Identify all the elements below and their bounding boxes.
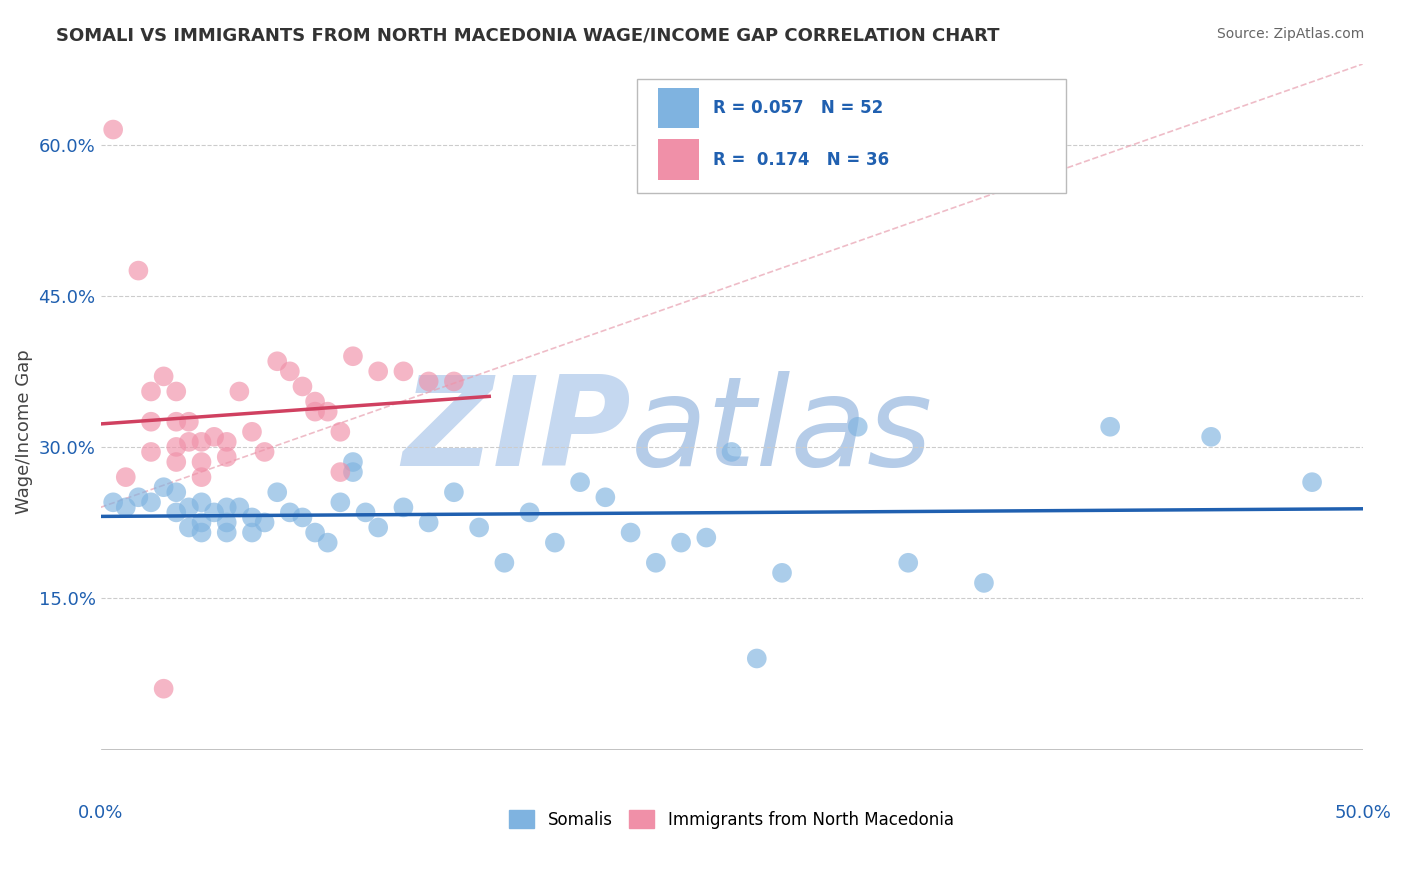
Y-axis label: Wage/Income Gap: Wage/Income Gap: [15, 350, 32, 514]
FancyBboxPatch shape: [637, 78, 1066, 193]
Point: [316, 535, 339, 549]
Point: [329, 465, 352, 479]
Point: [152, 369, 174, 384]
Point: [177, 520, 200, 534]
Point: [139, 445, 162, 459]
Text: R = 0.057   N = 52: R = 0.057 N = 52: [713, 99, 883, 117]
Point: [770, 566, 793, 580]
Point: [278, 505, 301, 519]
Point: [304, 404, 326, 418]
Point: [202, 430, 225, 444]
Point: [202, 505, 225, 519]
Point: [266, 485, 288, 500]
Point: [101, 495, 124, 509]
Text: SOMALI VS IMMIGRANTS FROM NORTH MACEDONIA WAGE/INCOME GAP CORRELATION CHART: SOMALI VS IMMIGRANTS FROM NORTH MACEDONI…: [56, 27, 1000, 45]
Point: [253, 516, 276, 530]
Point: [190, 495, 212, 509]
Point: [114, 470, 136, 484]
Point: [228, 500, 250, 515]
Point: [152, 480, 174, 494]
Point: [669, 535, 692, 549]
Point: [114, 500, 136, 515]
Point: [190, 470, 212, 484]
Point: [342, 455, 364, 469]
Point: [215, 525, 238, 540]
Point: [418, 516, 440, 530]
Point: [228, 384, 250, 399]
Point: [619, 525, 641, 540]
Point: [240, 425, 263, 439]
Point: [177, 500, 200, 515]
Point: [569, 475, 592, 490]
Point: [215, 450, 238, 464]
Point: [152, 681, 174, 696]
Point: [177, 415, 200, 429]
Point: [644, 556, 666, 570]
Point: [443, 375, 465, 389]
Point: [165, 505, 187, 519]
Point: [745, 651, 768, 665]
Point: [165, 485, 187, 500]
Point: [329, 495, 352, 509]
Point: [240, 525, 263, 540]
Point: [190, 516, 212, 530]
Point: [695, 531, 717, 545]
Bar: [658, 88, 699, 128]
Point: [304, 525, 326, 540]
Point: [127, 263, 149, 277]
Point: [367, 520, 389, 534]
Point: [266, 354, 288, 368]
Point: [215, 516, 238, 530]
Point: [897, 556, 920, 570]
Point: [468, 520, 491, 534]
Point: [846, 419, 869, 434]
Point: [973, 575, 995, 590]
Point: [165, 455, 187, 469]
Point: [418, 375, 440, 389]
Point: [342, 349, 364, 363]
Point: [165, 415, 187, 429]
Point: [215, 434, 238, 449]
Point: [1301, 475, 1323, 490]
Point: [720, 445, 742, 459]
Point: [544, 535, 567, 549]
Point: [139, 384, 162, 399]
Point: [494, 556, 516, 570]
Point: [443, 485, 465, 500]
Point: [304, 394, 326, 409]
Point: [139, 495, 162, 509]
Text: R =  0.174   N = 36: R = 0.174 N = 36: [713, 151, 889, 169]
Point: [139, 415, 162, 429]
Point: [329, 425, 352, 439]
Point: [190, 434, 212, 449]
Text: ZIP: ZIP: [402, 371, 630, 492]
Point: [278, 364, 301, 378]
Text: atlas: atlas: [630, 371, 932, 492]
Point: [127, 490, 149, 504]
Point: [190, 455, 212, 469]
Point: [342, 465, 364, 479]
Point: [291, 379, 314, 393]
Point: [1199, 430, 1222, 444]
Point: [177, 434, 200, 449]
Point: [367, 364, 389, 378]
Point: [215, 500, 238, 515]
Point: [519, 505, 541, 519]
Point: [595, 490, 617, 504]
Point: [316, 404, 339, 418]
Point: [354, 505, 377, 519]
Point: [240, 510, 263, 524]
Text: Source: ZipAtlas.com: Source: ZipAtlas.com: [1216, 27, 1364, 41]
Legend: Somalis, Immigrants from North Macedonia: Somalis, Immigrants from North Macedonia: [503, 804, 960, 835]
Point: [165, 440, 187, 454]
Point: [392, 500, 415, 515]
Point: [190, 525, 212, 540]
Point: [253, 445, 276, 459]
Point: [392, 364, 415, 378]
Point: [165, 384, 187, 399]
Point: [291, 510, 314, 524]
Point: [1099, 419, 1122, 434]
Point: [101, 122, 124, 136]
Bar: [658, 139, 699, 180]
